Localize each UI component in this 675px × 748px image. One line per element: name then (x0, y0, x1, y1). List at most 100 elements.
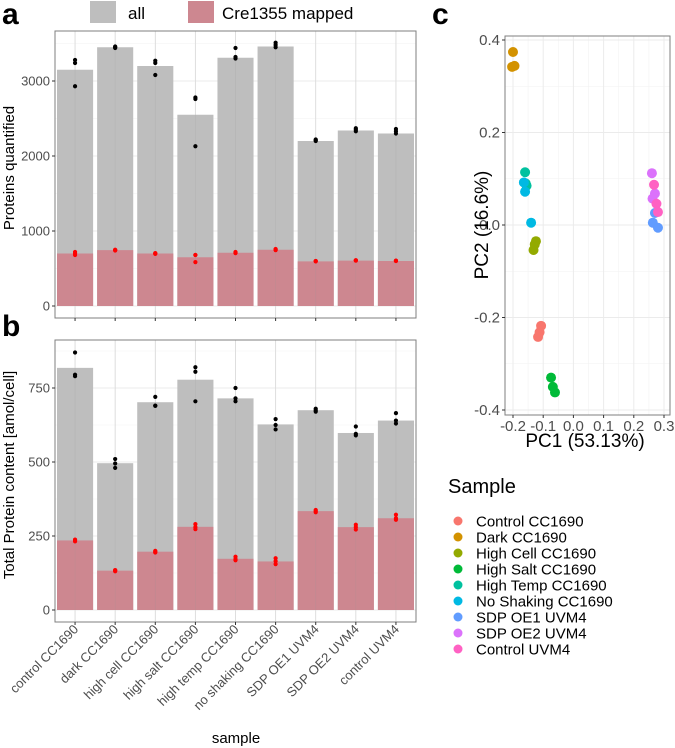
replicate-point-a-all-7-2 (353, 129, 358, 134)
pca-point-high-temp-cc1690-0 (520, 167, 531, 178)
replicate-point-b-all-8-0 (393, 411, 399, 416)
replicate-point-a-all-8-2 (393, 131, 399, 136)
y-axis-title-c: PC2 (16.6%) (472, 171, 493, 280)
y-tick-label-a: 1000 (21, 224, 50, 239)
x-axis-title-b: sample (212, 730, 260, 747)
panel-label-b: b (2, 310, 20, 343)
replicate-point-b-all-7-0 (353, 424, 358, 429)
x-tick-label-b: SDP OE1 UVM4 (243, 622, 321, 700)
bar-a-mapped-4 (217, 252, 254, 306)
replicate-point-a-mapped-2-2 (153, 251, 158, 256)
x-tick-label-b: control CC1690 (7, 622, 81, 696)
replicate-point-a-all-4-2 (233, 56, 238, 61)
bar-b-mapped-3 (177, 526, 214, 610)
replicate-point-a-mapped-1-2 (113, 248, 118, 253)
panel-b-total-protein-content: 0 250 500 750 (28, 339, 417, 625)
legend-key-c-5 (453, 596, 463, 606)
legend-label-c-5: No Shaking CC1690 (476, 594, 613, 611)
replicate-point-b-mapped-2-2 (153, 550, 158, 555)
bar-a-mapped-0 (57, 253, 94, 306)
legend-swatch-all (90, 1, 116, 23)
x-tick-label-c: 0.1 (593, 418, 614, 435)
replicate-point-a-all-0-1 (72, 60, 78, 66)
x-tick-label-c: 0.2 (623, 418, 644, 435)
bar-a-mapped-8 (377, 261, 414, 306)
replicate-point-b-all-4-2 (233, 399, 238, 404)
pca-point-control-uvm4-0 (649, 179, 660, 190)
replicate-point-b-all-1-2 (113, 465, 118, 471)
y-tick-label-b: 250 (28, 529, 50, 544)
pca-point-sdp-oe2-uvm4-0 (646, 168, 657, 179)
bar-a-mapped-2 (137, 253, 174, 306)
replicate-point-b-all-8-2 (393, 421, 399, 426)
replicate-point-a-mapped-5-2 (273, 248, 278, 253)
replicate-point-b-all-5-0 (273, 416, 278, 422)
y-tick-label-b: 500 (28, 455, 50, 470)
bar-b-mapped-5 (257, 561, 294, 610)
replicate-point-b-all-0-0 (72, 350, 78, 355)
replicate-point-b-all-0-2 (72, 374, 78, 379)
pca-point-no-shaking-cc1690-1 (520, 186, 531, 197)
x-tick-label-c: -0.2 (500, 418, 526, 435)
x-tick-label-c: 0.3 (654, 418, 675, 435)
pca-point-high-salt-cc1690-0 (546, 372, 557, 383)
legend-label-c-2: High Cell CC1690 (476, 546, 596, 563)
replicate-point-b-mapped-7-2 (353, 527, 358, 532)
panel-label-a: a (2, 0, 19, 31)
legend-label-c-6: SDP OE1 UVM4 (476, 610, 587, 627)
pca-point-control-cc1690-2 (533, 331, 544, 342)
replicate-point-a-mapped-3-2 (193, 260, 198, 265)
y-tick-label-c: -0.2 (474, 310, 500, 327)
replicate-point-b-all-1-0 (113, 456, 118, 462)
replicate-point-b-mapped-8-0 (393, 512, 399, 517)
replicate-point-a-all-1-2 (113, 45, 118, 51)
replicate-point-b-all-5-1 (273, 422, 278, 428)
replicate-point-b-all-2-2 (153, 403, 158, 408)
legend-label-c-3: High Salt CC1690 (476, 562, 596, 579)
bar-a-mapped-6 (297, 261, 334, 306)
replicate-point-a-mapped-3-1 (193, 252, 198, 258)
pca-point-dark-cc1690-2 (509, 60, 520, 71)
pca-point-high-cell-cc1690-2 (528, 244, 539, 255)
pca-point-dark-cc1690-0 (508, 47, 518, 58)
bar-b-mapped-0 (57, 540, 94, 610)
y-tick-label-a: 0 (43, 299, 50, 314)
legend-key-c-7 (453, 628, 463, 638)
y-tick-label-c: 0.4 (479, 32, 500, 49)
bar-b-mapped-2 (137, 551, 174, 610)
y-tick-label-a: 3000 (21, 74, 50, 89)
legend-label-all: all (128, 4, 145, 23)
replicate-point-a-mapped-8-2 (393, 258, 399, 264)
replicate-point-a-all-0-0 (72, 57, 78, 63)
pca-point-high-salt-cc1690-2 (549, 387, 560, 398)
replicate-point-b-mapped-1-2 (113, 569, 118, 574)
y-tick-label-b: 750 (28, 381, 50, 396)
replicate-point-b-all-1-1 (113, 461, 118, 466)
replicate-point-a-all-4-0 (233, 45, 238, 51)
replicate-point-a-all-6-2 (313, 138, 318, 144)
legend-key-c-8 (453, 644, 463, 654)
replicate-point-b-all-3-0 (193, 365, 198, 370)
replicate-point-a-mapped-4-2 (233, 251, 238, 256)
bar-b-mapped-8 (377, 518, 414, 610)
replicate-point-b-all-3-1 (193, 369, 198, 374)
legend-label-c-0: Control CC1690 (476, 514, 584, 531)
legend-key-c-3 (453, 564, 463, 574)
pca-point-no-shaking-cc1690-0 (518, 177, 529, 188)
replicate-point-b-all-7-2 (353, 433, 358, 438)
replicate-point-b-mapped-3-0 (193, 522, 198, 527)
legend-key-c-6 (453, 612, 463, 622)
panel-label-c: c (432, 0, 449, 31)
bar-b-mapped-4 (217, 558, 254, 610)
replicate-point-b-mapped-5-0 (273, 556, 278, 561)
bar-a-mapped-7 (337, 260, 374, 306)
legend-a: all Cre1355 mapped (90, 1, 353, 23)
legend-label-mapped: Cre1355 mapped (222, 4, 353, 23)
replicate-point-a-all-0-2 (72, 84, 78, 89)
bar-a-mapped-3 (177, 257, 214, 306)
bar-a-mapped-5 (257, 249, 294, 306)
x-axis-title-c: PC1 (53.13%) (525, 431, 644, 452)
bar-b-mapped-7 (337, 527, 374, 610)
replicate-point-b-mapped-3-2 (193, 527, 198, 532)
